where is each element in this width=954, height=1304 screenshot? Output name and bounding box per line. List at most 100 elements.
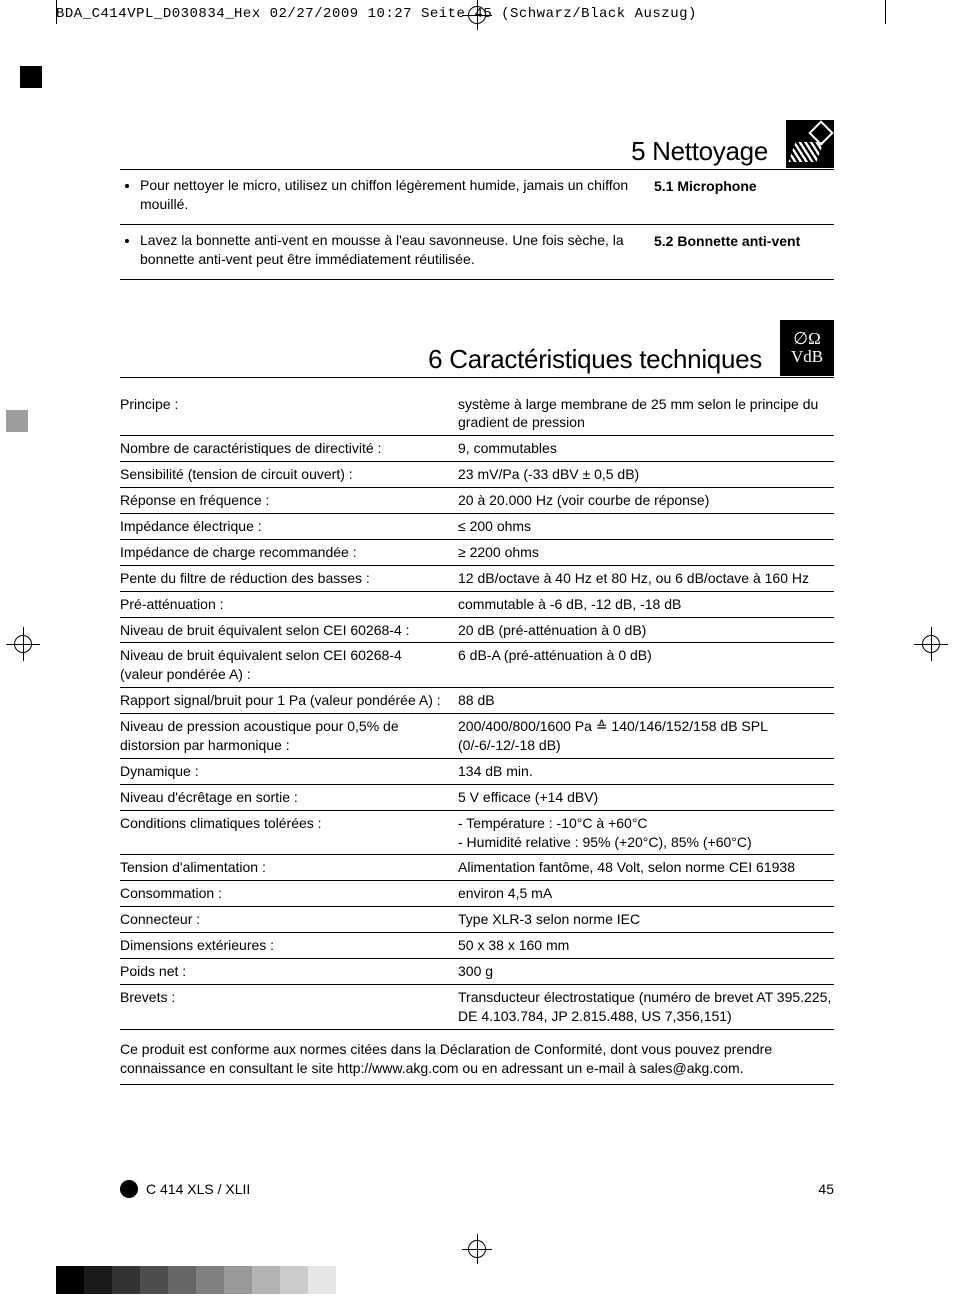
- spec-value: ≤ 200 ohms: [458, 517, 834, 536]
- spec-row: Brevets :Transducteur électrostatique (n…: [120, 985, 834, 1030]
- spec-value: Alimentation fantôme, 48 Volt, selon nor…: [458, 858, 834, 877]
- brush-icon: [786, 120, 834, 168]
- spec-value: 50 x 38 x 160 mm: [458, 936, 834, 955]
- spec-row: Niveau d'écrêtage en sortie :5 V efficac…: [120, 785, 834, 811]
- spec-value: 300 g: [458, 962, 834, 981]
- spec-key: Principe :: [120, 395, 458, 433]
- spec-row: Impédance de charge recommandée :≥ 2200 …: [120, 540, 834, 566]
- spec-row: Niveau de bruit équivalent selon CEI 602…: [120, 618, 834, 644]
- spec-row: Dynamique :134 dB min.: [120, 759, 834, 785]
- colorbar-swatch: [280, 1266, 308, 1294]
- spec-row: Niveau de pression acoustique pour 0,5% …: [120, 714, 834, 759]
- spec-key: Niveau de bruit équivalent selon CEI 602…: [120, 621, 458, 640]
- crop-mark: [914, 627, 948, 661]
- spec-value: ≥ 2200 ohms: [458, 543, 834, 562]
- bullet-row: Pour nettoyer le micro, utilisez un chif…: [120, 170, 834, 225]
- bullet-row: Lavez la bonnette anti-vent en mousse à …: [120, 225, 834, 280]
- model-name: C 414 XLS / XLII: [120, 1180, 250, 1198]
- section-title: 5 Nettoyage: [120, 136, 786, 167]
- akg-logo-icon: [120, 1180, 138, 1198]
- spec-row: Impédance électrique :≤ 200 ohms: [120, 514, 834, 540]
- spec-value: 12 dB/octave à 40 Hz et 80 Hz, ou 6 dB/o…: [458, 569, 834, 588]
- spec-key: Niveau de bruit équivalent selon CEI 602…: [120, 646, 458, 684]
- vdb-icon: ∅Ω VdB: [780, 320, 834, 376]
- colorbar-swatch: [168, 1266, 196, 1294]
- spec-key: Rapport signal/bruit pour 1 Pa (valeur p…: [120, 691, 458, 710]
- spec-key: Sensibilité (tension de circuit ouvert) …: [120, 465, 458, 484]
- section-heading-row: 6 Caractéristiques techniques ∅Ω VdB: [120, 320, 834, 378]
- spec-key: Connecteur :: [120, 910, 458, 929]
- spec-value: système à large membrane de 25 mm selon …: [458, 395, 834, 433]
- print-header: BDA_C414VPL_D030834_Hex 02/27/2009 10:27…: [56, 6, 697, 22]
- crop-mark: [6, 627, 40, 661]
- spec-value: 9, commutables: [458, 439, 834, 458]
- spec-value: 5 V efficace (+14 dBV): [458, 788, 834, 807]
- colorbar-swatch: [112, 1266, 140, 1294]
- spec-row: Pré-atténuation :commutable à -6 dB, -12…: [120, 592, 834, 618]
- spec-row: Poids net :300 g: [120, 959, 834, 985]
- spec-key: Conditions climatiques tolérées :: [120, 814, 458, 852]
- spec-value: environ 4,5 mA: [458, 884, 834, 903]
- spec-row: Pente du filtre de réduction des basses …: [120, 566, 834, 592]
- spec-key: Pente du filtre de réduction des basses …: [120, 569, 458, 588]
- bullet-text: Lavez la bonnette anti-vent en mousse à …: [140, 231, 640, 269]
- spec-value: 134 dB min.: [458, 762, 834, 781]
- crop-mark: [56, 0, 57, 24]
- crop-mark: [462, 0, 492, 30]
- spec-key: Nombre de caractéristiques de directivit…: [120, 439, 458, 458]
- page-number: 45: [818, 1181, 834, 1197]
- spec-value: 23 mV/Pa (-33 dBV ± 0,5 dB): [458, 465, 834, 484]
- bullet-side-label: 5.1 Microphone: [654, 176, 834, 214]
- spec-row: Consommation :environ 4,5 mA: [120, 881, 834, 907]
- spec-value: Type XLR-3 selon norme IEC: [458, 910, 834, 929]
- vdb-icon-bot: VdB: [791, 348, 823, 366]
- bullet-side-label: 5.2 Bonnette anti-vent: [654, 231, 834, 269]
- spec-row: Connecteur :Type XLR-3 selon norme IEC: [120, 907, 834, 933]
- spec-row: Principe :système à large membrane de 25…: [120, 392, 834, 437]
- section-title: 6 Caractéristiques techniques: [120, 344, 780, 375]
- spec-row: Niveau de bruit équivalent selon CEI 602…: [120, 643, 834, 688]
- spec-value: Transducteur électrostatique (numéro de …: [458, 988, 834, 1026]
- colorbar-swatch: [308, 1266, 336, 1294]
- colorbar-swatch: [252, 1266, 280, 1294]
- spec-value: 200/400/800/1600 Pa ≙ 140/146/152/158 dB…: [458, 717, 834, 755]
- crop-mark: [462, 1234, 492, 1264]
- spec-row: Nombre de caractéristiques de directivit…: [120, 436, 834, 462]
- bullet-text: Pour nettoyer le micro, utilisez un chif…: [140, 176, 640, 214]
- spec-value: 20 à 20.000 Hz (voir courbe de réponse): [458, 491, 834, 510]
- colorbar-swatch: [84, 1266, 112, 1294]
- spec-key: Brevets :: [120, 988, 458, 1026]
- spec-key: Dynamique :: [120, 762, 458, 781]
- spec-key: Dimensions extérieures :: [120, 936, 458, 955]
- registration-square: [20, 66, 42, 88]
- spec-row: Tension d'alimentation :Alimentation fan…: [120, 855, 834, 881]
- conformity-footnote: Ce produit est conforme aux normes citée…: [120, 1030, 834, 1085]
- spec-key: Niveau de pression acoustique pour 0,5% …: [120, 717, 458, 755]
- spec-row: Rapport signal/bruit pour 1 Pa (valeur p…: [120, 688, 834, 714]
- color-calibration-bar: [56, 1266, 336, 1294]
- spec-value: - Température : -10°C à +60°C - Humidité…: [458, 814, 834, 852]
- colorbar-swatch: [224, 1266, 252, 1294]
- spec-key: Niveau d'écrêtage en sortie :: [120, 788, 458, 807]
- spec-key: Poids net :: [120, 962, 458, 981]
- section-heading-row: 5 Nettoyage: [120, 120, 834, 170]
- spec-key: Pré-atténuation :: [120, 595, 458, 614]
- page-content: 5 Nettoyage Pour nettoyer le micro, util…: [120, 60, 834, 1085]
- spec-row: Dimensions extérieures :50 x 38 x 160 mm: [120, 933, 834, 959]
- spec-value: 88 dB: [458, 691, 834, 710]
- spec-key: Impédance électrique :: [120, 517, 458, 536]
- colorbar-swatch: [196, 1266, 224, 1294]
- spec-key: Tension d'alimentation :: [120, 858, 458, 877]
- spec-value: 20 dB (pré-atténuation à 0 dB): [458, 621, 834, 640]
- spec-value: commutable à -6 dB, -12 dB, -18 dB: [458, 595, 834, 614]
- page-footer: C 414 XLS / XLII 45: [120, 1180, 834, 1198]
- model-text: C 414 XLS / XLII: [146, 1181, 250, 1197]
- spec-row: Sensibilité (tension de circuit ouvert) …: [120, 462, 834, 488]
- registration-square: [6, 410, 28, 432]
- spec-key: Consommation :: [120, 884, 458, 903]
- spec-key: Impédance de charge recommandée :: [120, 543, 458, 562]
- colorbar-swatch: [56, 1266, 84, 1294]
- colorbar-swatch: [140, 1266, 168, 1294]
- crop-mark: [885, 0, 886, 24]
- spec-row: Conditions climatiques tolérées :- Tempé…: [120, 811, 834, 856]
